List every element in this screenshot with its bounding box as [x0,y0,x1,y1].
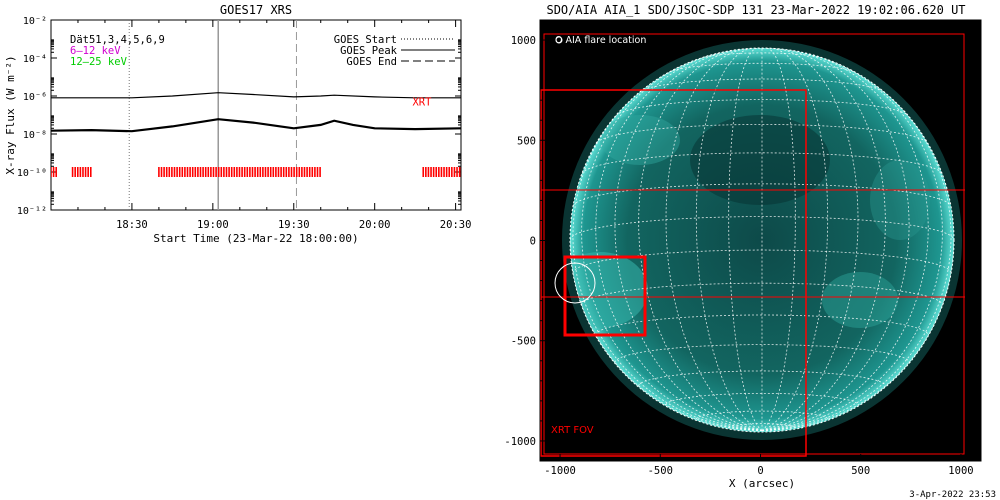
goes-title: GOES17 XRS [220,3,292,17]
grid-line [638,370,886,387]
grid-line [695,48,763,431]
xrt-fov-box-thick [563,255,647,337]
coronal-hole [690,115,830,205]
aia-flare-location-marker [554,262,596,304]
grid-line [665,392,859,406]
goes-x-axis-label: Start Time (23-Mar-22 18:00:00) [153,232,358,245]
grid-line [761,49,886,431]
xrt-fov-box [543,33,965,455]
aia-y-tick-label: 500 [517,135,536,147]
aia-y-tick-label: -500 [511,336,536,348]
grid-line [761,58,943,431]
active-region [600,115,680,165]
grid-line [581,282,943,306]
goes-y-axis-label: X-ray Flux (W m⁻²) [4,55,17,174]
grid-line [638,49,763,431]
grid-line [595,52,763,431]
grid-line [581,58,763,431]
legend-goes-start-label: GOES Start [334,34,397,46]
goes-event-markers [128,20,297,210]
legend-goes-end-label: GOES End [346,56,397,68]
grid-line [761,48,829,431]
aia-axis-ticks: -1000 -500 0 500 1000 -1000 -500 0 500 1000 [504,20,981,477]
legend-goes-peak-label: GOES Peak [340,45,398,57]
aia-y-tick-label: 0 [530,236,536,248]
goes-low-energy-label: 6–12 keV [70,45,121,57]
goes-series-line [51,92,461,99]
goes-y-tick-label: 10⁻¹⁰ [17,168,47,179]
grid-line [596,124,928,143]
heliographic-grid [570,48,954,431]
grid-line [581,152,943,174]
aia-x-tick-label: 0 [757,465,763,477]
goes-x-tick-label: 20:00 [359,219,391,231]
grid-line [572,83,763,431]
aia-legend-circle-icon [555,36,563,44]
goes-y-tick-label: 10⁻⁸ [23,130,47,141]
goes-y-tick-label: 10⁻² [23,16,47,27]
xrt-fov-box [540,89,807,457]
grid-line [761,83,952,431]
grid-line [572,249,952,274]
goes-y-tick-label: 10⁻⁶ [23,92,47,103]
goes-x-tick-label: 19:30 [278,219,310,231]
goes-xrt-annotation: XRT [412,97,432,109]
goes-high-energy-label: 12–25 keV [70,56,128,68]
grid-line [615,99,909,116]
aia-y-tick-label: -1000 [504,436,536,448]
aia-image: O AIA flare location XRT FOV [540,33,965,457]
goes-series [51,92,461,133]
goes-y-tick-label: 10⁻¹² [17,206,47,217]
goes-x-tick-label: 20:30 [440,219,472,231]
grid-line [595,314,929,336]
active-region [870,160,930,240]
grid-line [761,48,796,431]
goes-x-tick-label: 18:30 [116,219,148,231]
xrt-fov-boxes [540,33,965,457]
aia-x-tick-label: 500 [851,465,870,477]
aia-x-tick-label: -1000 [544,465,576,477]
grid-line [700,52,824,59]
goes-xrs-panel: GOES17 XRS 10⁻¹² 10⁻¹⁰ 10⁻⁸ 10⁻⁶ 10⁻⁴ 10⁻² 18… [4,3,471,245]
aia-legend-text: O AIA flare location [555,35,646,46]
goes-plot-frame [50,19,462,211]
aia-x-tick-label: -500 [648,465,673,477]
goes-channel-info: Dät51,3,4,5,6,9 [70,34,165,46]
goes-y-tick-label: 10⁻⁴ [23,54,47,65]
aia-panel: SDO/AIA AIA_1 SDO/JSOC-SDP 131 23-Mar-20… [504,3,996,500]
disk-limb [569,47,955,433]
goes-x-ticks: 18:30 19:00 19:30 20:00 20:30 [77,20,472,231]
grid-line [669,62,855,73]
grid-line [761,52,929,431]
goes-red-bars [51,167,461,177]
grid-line [761,48,859,431]
goes-legend: GOES Start GOES Peak GOES End [334,34,455,68]
goes-y-ticks: 10⁻¹² 10⁻¹⁰ 10⁻⁸ 10⁻⁶ 10⁻⁴ 10⁻² [17,16,461,217]
goes-series-line [51,118,461,133]
aia-x-tick-label: 1000 [948,465,973,477]
grid-line [665,48,763,431]
grid-line [761,50,910,431]
aia-title: SDO/AIA AIA_1 SDO/JSOC-SDP 131 23-Mar-20… [546,3,965,17]
goes-x-tick-label: 19:00 [197,219,229,231]
aia-x-axis-label: X (arcsec) [729,477,795,490]
grid-line [695,410,829,420]
grid-line [570,216,954,241]
grid-line [728,423,796,428]
grid-line [572,183,952,206]
aia-y-tick-label: 1000 [511,35,536,47]
aia-timestamp: 3-Apr-2022 23:53 [909,490,996,500]
goes-info-text: Dät51,3,4,5,6,9 6–12 keV 12–25 keV [70,34,165,68]
solar-disk [570,48,954,432]
active-region [822,272,898,328]
grid-line [728,48,763,431]
xrt-fov-label: XRT FOV [551,425,594,436]
